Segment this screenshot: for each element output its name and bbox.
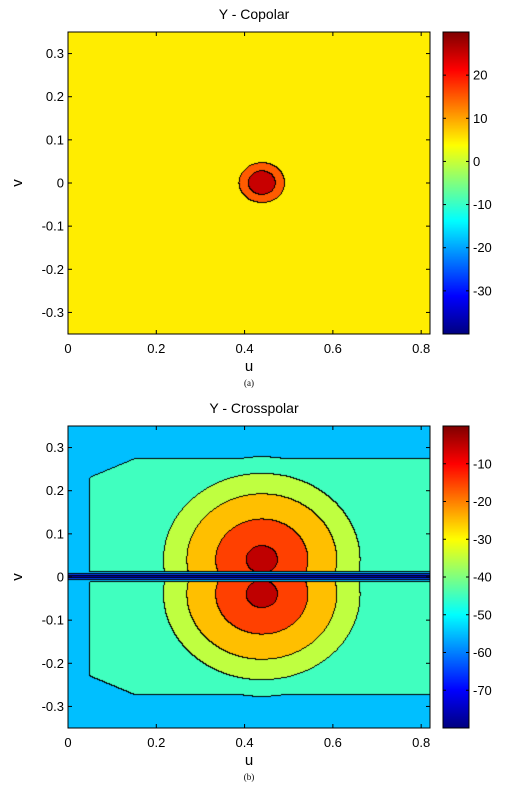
colorbar-tick-label: -30 (473, 532, 492, 547)
y-tick-label: 0.2 (46, 89, 64, 104)
y-axis-ticks: 0.3 0.2 0.1 0 -0.1 -0.2 -0.3 (42, 440, 430, 714)
y-tick-label: 0.3 (46, 46, 64, 61)
y-tick-label: -0.3 (42, 305, 64, 320)
colorbar-ticks: 20 10 0 -10 -20 -30 (443, 68, 492, 298)
colorbar-frame (442, 31, 470, 335)
y-tick-label: 0.3 (46, 440, 64, 455)
x-tick-label: 0.4 (236, 735, 254, 750)
x-tick-label: 0 (64, 735, 71, 750)
y-tick-label: -0.1 (42, 219, 64, 234)
colorbar-tick-label: -50 (473, 607, 492, 622)
y-tick-label: 0.1 (46, 132, 64, 147)
y-axis-label: v (9, 179, 26, 187)
colorbar-tick-label: 20 (473, 68, 487, 83)
colorbar-tick-label: -20 (473, 494, 492, 509)
colorbar-tick-label: -10 (473, 197, 492, 212)
x-axis-label: u (245, 358, 253, 375)
y-tick-label: -0.2 (42, 262, 64, 277)
y-tick-label: 0.2 (46, 483, 64, 498)
y-tick-label: -0.3 (42, 699, 64, 714)
colorbar-tick-label: -20 (473, 240, 492, 255)
colorbar-tick-label: -60 (473, 645, 492, 660)
colorbar-tick-label: -10 (473, 456, 492, 471)
y-tick-label: 0 (57, 570, 64, 585)
y-tick-label: 0 (57, 176, 64, 191)
x-axis-label: u (245, 752, 253, 769)
colorbar-gradient (443, 426, 469, 728)
y-tick-label: -0.2 (42, 656, 64, 671)
colorbar-tick-label: 10 (473, 111, 487, 126)
x-tick-label: 0.4 (236, 341, 254, 356)
x-tick-label: 0.2 (147, 735, 165, 750)
y-axis-ticks: 0.3 0.2 0.1 0 -0.1 -0.2 -0.3 (42, 46, 430, 320)
plot-area (68, 32, 430, 334)
colorbar-tick-label: -70 (473, 683, 492, 698)
x-tick-label: 0.6 (324, 341, 342, 356)
y-axis-label: v (9, 573, 26, 581)
figure-caption: (a) (244, 378, 254, 388)
colorbar-tick-label: -30 (473, 283, 492, 298)
x-tick-label: 0.8 (412, 341, 430, 356)
contour-heatmap (68, 32, 430, 334)
x-tick-label: 0.2 (147, 341, 165, 356)
plot-area (68, 426, 430, 728)
y-tick-label: 0.1 (46, 526, 64, 541)
colorbar-gradient (443, 32, 469, 334)
colorbar (443, 32, 469, 334)
colorbar (443, 426, 469, 728)
colorbar-tick-label: -40 (473, 570, 492, 585)
x-tick-label: 0 (64, 341, 71, 356)
figure-caption: (b) (244, 772, 255, 782)
x-axis-ticks: 0 0.2 0.4 0.6 0.8 (64, 32, 430, 356)
chart-title: Y - Copolar (219, 6, 290, 22)
colorbar-tick-label: 0 (473, 154, 480, 169)
colorbar-ticks: -10 -20 -30 -40 -50 -60 -70 (443, 456, 492, 698)
chart-title: Y - Crosspolar (209, 400, 299, 416)
x-axis-ticks: 0 0.2 0.4 0.6 0.8 (64, 426, 430, 750)
x-tick-label: 0.6 (324, 735, 342, 750)
contour-heatmap (68, 426, 430, 728)
panel-a: Y - Copolar 0 0.2 0.4 0.6 0.8 0.3 0.2 0.1 0 -0.1… (9, 6, 492, 388)
panel-b: Y - Crosspolar 0 0.2 0.4 0.6 0.8 0.3 0.2 0.1 0 -… (9, 400, 492, 782)
y-tick-label: -0.1 (42, 613, 64, 628)
x-tick-label: 0.8 (412, 735, 430, 750)
